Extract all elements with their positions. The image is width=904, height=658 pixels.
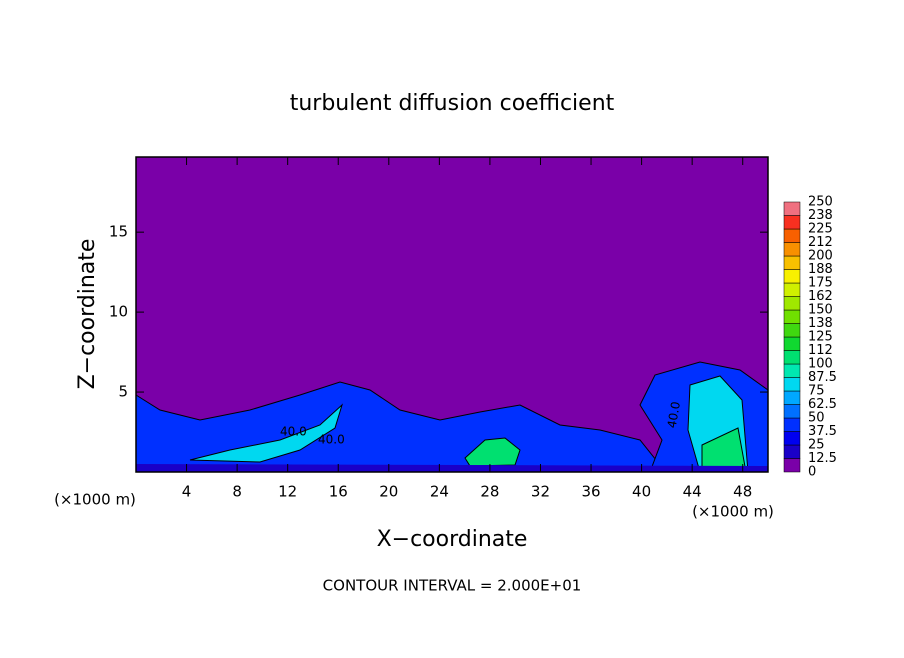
y-tick-label: 10 bbox=[109, 303, 128, 321]
colorbar-label: 75 bbox=[808, 384, 825, 399]
colorbar-swatch bbox=[783, 417, 801, 432]
colorbar-swatch bbox=[783, 228, 801, 243]
colorbar-label: 87.5 bbox=[808, 370, 837, 385]
colorbar-swatch bbox=[783, 282, 801, 297]
colorbar-swatch bbox=[783, 242, 801, 257]
x-unit-label: (×1000 m) bbox=[692, 503, 774, 521]
x-unit-label: (×1000 m) bbox=[54, 491, 136, 509]
x-tick-label: 32 bbox=[531, 483, 550, 501]
colorbar-label: 62.5 bbox=[808, 397, 837, 412]
plot-frame bbox=[135, 156, 769, 473]
colorbar-label: 0 bbox=[808, 465, 816, 480]
field-region bbox=[136, 464, 768, 472]
colorbar-label: 37.5 bbox=[808, 424, 837, 439]
contour-label: 40.0 bbox=[665, 400, 683, 429]
x-axis-title: X−coordinate bbox=[377, 527, 528, 552]
colorbar-label: 25 bbox=[808, 438, 825, 453]
colorbar-swatch bbox=[783, 458, 801, 473]
colorbar-label: 225 bbox=[808, 222, 833, 237]
colorbar-label: 100 bbox=[808, 357, 833, 372]
field-region bbox=[189, 403, 344, 463]
footer-note: CONTOUR INTERVAL = 2.000E+01 bbox=[323, 577, 582, 595]
colorbar-label: 175 bbox=[808, 276, 833, 291]
colorbar-label: 150 bbox=[808, 303, 833, 318]
colorbar-label: 250 bbox=[808, 195, 833, 210]
colorbar-label: 112 bbox=[808, 343, 833, 358]
colorbar-label: 188 bbox=[808, 262, 833, 277]
colorbar-swatch bbox=[783, 390, 801, 405]
colorbar-label: 125 bbox=[808, 330, 833, 345]
colorbar-swatch bbox=[783, 269, 801, 284]
colorbar-swatch bbox=[783, 377, 801, 392]
colorbar-swatch bbox=[783, 255, 801, 270]
x-tick-label: 40 bbox=[632, 483, 651, 501]
colorbar-swatch bbox=[783, 201, 801, 216]
x-tick-label: 12 bbox=[278, 483, 297, 501]
x-tick-label: 36 bbox=[581, 483, 600, 501]
chart-title: turbulent diffusion coefficient bbox=[290, 91, 615, 116]
colorbar-swatch bbox=[783, 323, 801, 338]
x-tick-label: 16 bbox=[329, 483, 348, 501]
colorbar-swatch bbox=[783, 336, 801, 351]
colorbar-swatch bbox=[783, 309, 801, 324]
colorbar-label: 200 bbox=[808, 249, 833, 264]
colorbar-swatch bbox=[783, 296, 801, 311]
y-tick-label: 5 bbox=[118, 383, 128, 401]
colorbar-label: 50 bbox=[808, 411, 825, 426]
contour-label: 40.0 bbox=[318, 433, 345, 447]
x-tick-label: 20 bbox=[379, 483, 398, 501]
x-tick-label: 44 bbox=[683, 483, 702, 501]
colorbar-label: 238 bbox=[808, 208, 833, 223]
x-tick-label: 8 bbox=[232, 483, 242, 501]
y-tick-label: 15 bbox=[109, 223, 128, 241]
colorbar-swatch bbox=[783, 350, 801, 365]
contour-label: 40.0 bbox=[280, 425, 307, 439]
x-tick-label: 24 bbox=[430, 483, 449, 501]
colorbar-swatch bbox=[783, 431, 801, 446]
x-tick-label: 48 bbox=[733, 483, 752, 501]
colorbar-swatch bbox=[783, 404, 801, 419]
x-tick-label: 28 bbox=[480, 483, 499, 501]
colorbar-label: 12.5 bbox=[808, 451, 837, 466]
colorbar-label: 138 bbox=[808, 316, 833, 331]
colorbar-swatch bbox=[783, 444, 801, 459]
colorbar-swatch bbox=[783, 363, 801, 378]
colorbar-label: 162 bbox=[808, 289, 833, 304]
y-axis-title: Z−coordinate bbox=[75, 239, 100, 390]
colorbar-swatch bbox=[783, 215, 801, 230]
x-tick-label: 4 bbox=[182, 483, 192, 501]
colorbar-label: 212 bbox=[808, 235, 833, 250]
